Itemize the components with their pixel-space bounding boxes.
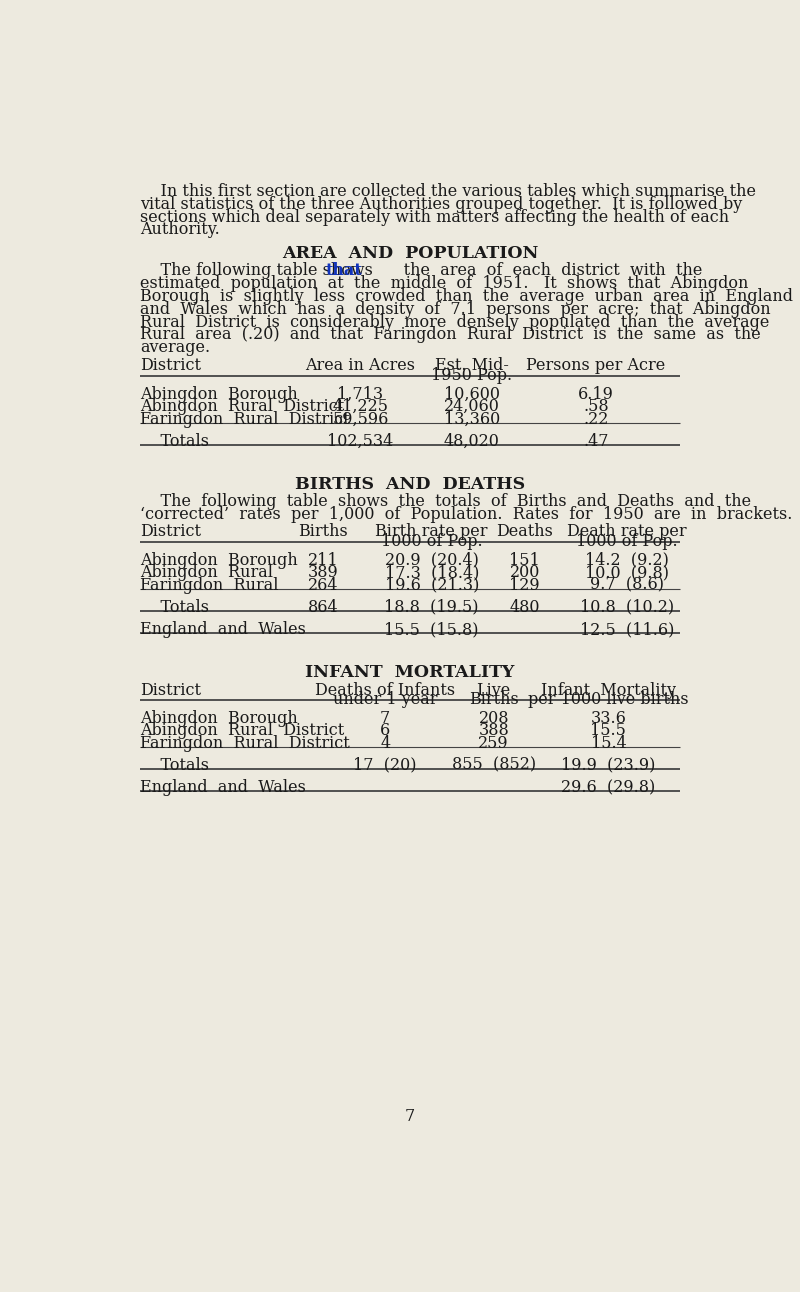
Text: 4: 4 <box>380 735 390 752</box>
Text: 151: 151 <box>510 552 540 568</box>
Text: average.: average. <box>140 340 210 357</box>
Text: 259: 259 <box>478 735 509 752</box>
Text: sections which deal separately with matters affecting the health of each: sections which deal separately with matt… <box>140 208 730 226</box>
Text: under 1 year: under 1 year <box>333 691 438 708</box>
Text: 480: 480 <box>510 598 540 616</box>
Text: 15.4: 15.4 <box>590 735 626 752</box>
Text: 200: 200 <box>510 565 540 581</box>
Text: 19.6  (21.3): 19.6 (21.3) <box>385 576 479 593</box>
Text: and  Wales  which  has  a  density  of  7.1  persons  per  acre;  that  Abingdon: and Wales which has a density of 7.1 per… <box>140 301 771 318</box>
Text: District: District <box>140 682 202 699</box>
Text: Infant  Mortality: Infant Mortality <box>541 682 676 699</box>
Text: Abingdon  Rural  District: Abingdon Rural District <box>140 398 345 415</box>
Text: 1000 of Pop.: 1000 of Pop. <box>381 534 482 550</box>
Text: 15.5: 15.5 <box>590 722 626 739</box>
Text: 388: 388 <box>478 722 509 739</box>
Text: Death rate per: Death rate per <box>567 523 687 540</box>
Text: Faringdon  Rural  District: Faringdon Rural District <box>140 411 350 428</box>
Text: 129: 129 <box>510 576 540 593</box>
Text: Totals: Totals <box>140 433 210 450</box>
Text: vital statistics of the three Authorities grouped together.  It is followed by: vital statistics of the three Authoritie… <box>140 195 742 213</box>
Text: estimated  population  at  the  middle  of  1951.   It  shows  that  Abingdon: estimated population at the middle of 19… <box>140 275 749 292</box>
Text: 1000 of Pop.: 1000 of Pop. <box>576 534 678 550</box>
Text: 33.6: 33.6 <box>590 709 626 727</box>
Text: 1,713: 1,713 <box>338 386 383 403</box>
Text: 59,596: 59,596 <box>332 411 389 428</box>
Text: Deaths of Infants: Deaths of Infants <box>315 682 455 699</box>
Text: Abingdon  Rural  District: Abingdon Rural District <box>140 722 345 739</box>
Text: Births: Births <box>298 523 348 540</box>
Text: 864: 864 <box>308 598 338 616</box>
Text: 7: 7 <box>405 1109 415 1125</box>
Text: .58: .58 <box>583 398 609 415</box>
Text: 264: 264 <box>308 576 338 593</box>
Text: In this first section are collected the various tables which summarise the: In this first section are collected the … <box>140 183 756 200</box>
Text: 6: 6 <box>380 722 390 739</box>
Text: Birth rate per: Birth rate per <box>375 523 488 540</box>
Text: Borough  is  slightly  less  crowded  than  the  average  urban  area  in  Engla: Borough is slightly less crowded than th… <box>140 288 794 305</box>
Text: Faringdon  Rural  District: Faringdon Rural District <box>140 735 350 752</box>
Text: 102,534: 102,534 <box>327 433 394 450</box>
Text: Area in Acres: Area in Acres <box>306 358 415 375</box>
Text: per 1000 live births: per 1000 live births <box>528 691 689 708</box>
Text: 48,020: 48,020 <box>444 433 500 450</box>
Text: 10.8  (10.2): 10.8 (10.2) <box>580 598 674 616</box>
Text: 389: 389 <box>308 565 338 581</box>
Text: 7: 7 <box>380 709 390 727</box>
Text: The  following  table  shows  the  totals  of  Births  and  Deaths  and  the: The following table shows the totals of … <box>140 494 751 510</box>
Text: District: District <box>140 358 202 375</box>
Text: 10.0  (9.8): 10.0 (9.8) <box>585 565 669 581</box>
Text: 19.9  (23.9): 19.9 (23.9) <box>562 757 655 774</box>
Text: Rural  District  is  considerably  more  densely  populated  than  the  average: Rural District is considerably more dens… <box>140 314 770 331</box>
Text: 211: 211 <box>308 552 338 568</box>
Text: AREA  AND  POPULATION: AREA AND POPULATION <box>282 245 538 262</box>
Text: INFANT  MORTALITY: INFANT MORTALITY <box>306 664 514 681</box>
Text: Authority.: Authority. <box>140 221 220 239</box>
Text: 18.8  (19.5): 18.8 (19.5) <box>385 598 479 616</box>
Text: ‘corrected’  rates  per  1,000  of  Population.  Rates  for  1950  are  in  brac: ‘corrected’ rates per 1,000 of Populatio… <box>140 506 793 523</box>
Text: Abingdon  Borough: Abingdon Borough <box>140 709 298 727</box>
Text: 17  (20): 17 (20) <box>354 757 417 774</box>
Text: 1950 Pop.: 1950 Pop. <box>431 367 513 384</box>
Text: 13,360: 13,360 <box>444 411 500 428</box>
Text: The following table shows      the  area  of  each  district  with  the: The following table shows the area of ea… <box>140 262 702 279</box>
Text: England  and  Wales: England and Wales <box>140 621 306 638</box>
Text: 855  (852): 855 (852) <box>452 757 536 774</box>
Text: Totals: Totals <box>140 757 210 774</box>
Text: .22: .22 <box>583 411 609 428</box>
Text: Births: Births <box>469 691 518 708</box>
Text: 10,600: 10,600 <box>444 386 500 403</box>
Text: Totals: Totals <box>140 598 210 616</box>
Text: 29.6  (29.8): 29.6 (29.8) <box>562 779 655 796</box>
Text: 6.19: 6.19 <box>578 386 614 403</box>
Text: Abingdon  Borough: Abingdon Borough <box>140 552 298 568</box>
Text: Abingdon  Rural: Abingdon Rural <box>140 565 274 581</box>
Text: Persons per Acre: Persons per Acre <box>526 358 666 375</box>
Text: .47: .47 <box>583 433 609 450</box>
Text: that: that <box>326 262 362 279</box>
Text: 12.5  (11.6): 12.5 (11.6) <box>580 621 674 638</box>
Text: District: District <box>140 523 202 540</box>
Text: Est. Mid-: Est. Mid- <box>435 358 509 375</box>
Text: Rural  area  (.20)  and  that  Faringdon  Rural  District  is  the  same  as  th: Rural area (.20) and that Faringdon Rura… <box>140 327 761 344</box>
Text: 208: 208 <box>478 709 509 727</box>
Text: Live: Live <box>477 682 511 699</box>
Text: BIRTHS  AND  DEATHS: BIRTHS AND DEATHS <box>295 475 525 494</box>
Text: 41,225: 41,225 <box>333 398 389 415</box>
Text: England  and  Wales: England and Wales <box>140 779 306 796</box>
Text: 9.7  (8.6): 9.7 (8.6) <box>590 576 664 593</box>
Text: Faringdon  Rural: Faringdon Rural <box>140 576 279 593</box>
Text: 14.2  (9.2): 14.2 (9.2) <box>585 552 669 568</box>
Text: Deaths: Deaths <box>496 523 553 540</box>
Text: 24,060: 24,060 <box>444 398 500 415</box>
Text: 15.5  (15.8): 15.5 (15.8) <box>385 621 479 638</box>
Text: Abingdon  Borough: Abingdon Borough <box>140 386 298 403</box>
Text: 20.9  (20.4): 20.9 (20.4) <box>385 552 478 568</box>
Text: 17.3  (18.4): 17.3 (18.4) <box>385 565 479 581</box>
